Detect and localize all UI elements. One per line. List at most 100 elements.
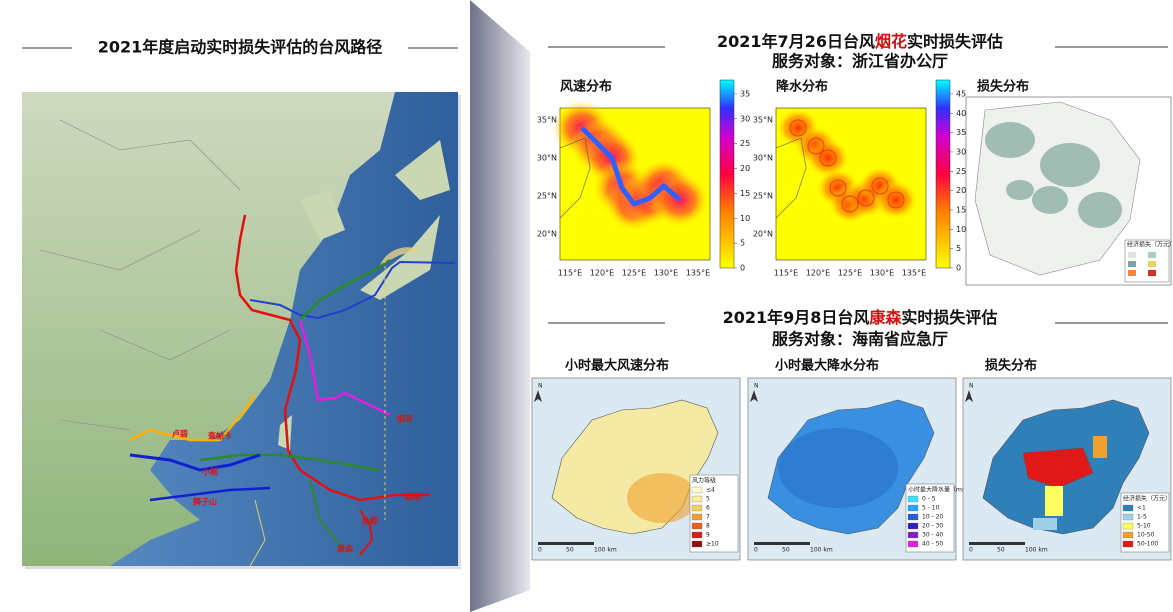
legend-label: 6 (706, 505, 710, 512)
lat-tick: 35°N (753, 116, 773, 125)
scale-label: 100 km (1025, 547, 1048, 554)
title-part: 实时损失评估 (907, 32, 1003, 51)
title-part: 2021年9月8日台风 (723, 308, 870, 327)
colorbar-label: 25 (956, 167, 966, 176)
colorbar-label: 30 (956, 147, 966, 156)
scale-label: 100 km (810, 547, 833, 554)
legend-swatch (1122, 531, 1134, 539)
title-part: 实时损失评估 (901, 308, 997, 327)
panel-label: 风速分布 (560, 79, 612, 95)
typhoon-label: 小熊 (201, 467, 218, 477)
loss-area (1040, 143, 1100, 187)
legend-swatch (1148, 261, 1156, 267)
panel-label: 小时最大降水分布 (775, 358, 879, 374)
title-part: 2021年7月26日台风 (717, 32, 875, 51)
legend-swatch (1148, 270, 1156, 276)
lon-tick: 120°E (590, 269, 614, 278)
legend-swatch (907, 522, 919, 530)
north-arrow: N (969, 383, 974, 390)
scale-label: 0 (538, 547, 542, 554)
loss-low (1033, 518, 1057, 530)
colorbar-label: 10 (740, 214, 750, 223)
typhoon-label: 康森 (337, 544, 354, 554)
lat-tick: 20°N (753, 230, 773, 239)
typhoon-label: 圆规 (405, 492, 421, 502)
rain-ring (819, 149, 837, 167)
lon-tick: 115°E (558, 269, 582, 278)
legend-swatch (907, 513, 919, 521)
colorbar-label: 40 (956, 109, 966, 118)
legend-swatch (907, 504, 919, 512)
legend-label: 50-100 (1137, 541, 1158, 548)
title-part: 烟花 (875, 32, 907, 51)
north-arrow-icon (534, 390, 542, 402)
legend-label: 10-50 (1137, 532, 1155, 539)
legend-swatch (691, 495, 703, 503)
legend-swatch (1122, 504, 1134, 512)
colorbar-label: 0 (956, 264, 961, 273)
island (767, 399, 935, 535)
legend-label: 5 - 10 (922, 505, 940, 512)
coast (559, 137, 591, 219)
legend-label: 9 (706, 532, 710, 539)
event-title: 2021年7月26日台风烟花实时损失评估 (717, 32, 1003, 51)
wind-patch (627, 473, 697, 523)
scale-label: 100 km (594, 547, 617, 554)
legend-swatch (691, 513, 703, 521)
loss-area (1032, 186, 1068, 214)
legend-label: 8 (706, 523, 710, 530)
scale-label: 0 (969, 547, 973, 554)
left-title: 2021年度启动实时损失评估的台风路径 (98, 38, 383, 57)
lon-tick: 120°E (806, 269, 830, 278)
colorbar-label: 30 (740, 114, 750, 123)
typhoon-label: 烟花 (397, 414, 413, 424)
lon-tick: 130°E (654, 269, 678, 278)
legend-swatch (691, 522, 703, 530)
typhoon-label: 灿都 (362, 516, 378, 526)
north-arrow: N (754, 383, 759, 390)
legend-label: 5-10 (1137, 523, 1151, 530)
legend-swatch (1122, 522, 1134, 530)
legend-swatch (1122, 513, 1134, 521)
divider (470, 0, 530, 612)
colorbar-label: 25 (740, 139, 750, 148)
colorbar (719, 79, 735, 269)
panel-label: 降水分布 (776, 79, 828, 95)
typhoon-track-map (22, 92, 461, 569)
rain-ring (887, 191, 905, 209)
rain-ring (841, 195, 859, 213)
coast (775, 137, 807, 219)
lat-tick: 35°N (537, 116, 557, 125)
field (874, 180, 918, 220)
legend-swatch (1122, 540, 1134, 548)
loss-mid (1045, 486, 1063, 516)
legend-label: 1-5 (1137, 514, 1147, 521)
colorbar-label: 15 (740, 189, 750, 198)
legend-swatch (1148, 252, 1156, 258)
legend-title: 经济损失（万元） (1127, 241, 1173, 249)
legend-label: ≤4 (706, 487, 715, 494)
legend-swatch (1128, 270, 1136, 276)
scale-bar (969, 542, 1025, 545)
loss-area (985, 122, 1035, 158)
lon-tick: 135°E (902, 269, 926, 278)
rain-ring (871, 177, 889, 195)
legend-label: 30 - 40 (922, 532, 943, 539)
legend-label: 10 - 20 (922, 514, 943, 521)
loss-area (1078, 192, 1122, 228)
legend-label: 7 (706, 514, 710, 521)
legend-swatch (691, 531, 703, 539)
rain-patch (778, 428, 898, 508)
legend-label: 5 (706, 496, 710, 503)
legend-swatch (1128, 261, 1136, 267)
lon-tick: 115°E (774, 269, 798, 278)
lon-tick: 130°E (870, 269, 894, 278)
scale-label: 0 (754, 547, 758, 554)
panel-label: 损失分布 (977, 79, 1029, 95)
rain-ring (789, 119, 807, 137)
title-part: 康森 (869, 308, 902, 327)
rain-ring (857, 189, 875, 207)
